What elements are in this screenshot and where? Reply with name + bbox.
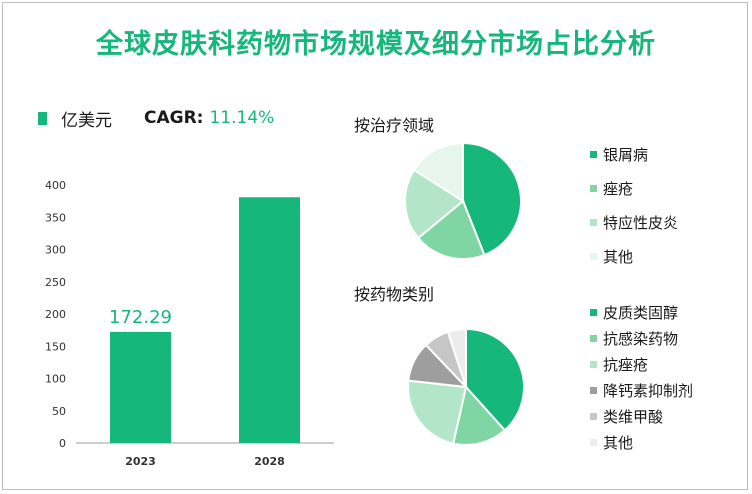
legend-label: 抗感染药物 <box>603 329 679 348</box>
legend-item: 其他 <box>590 429 693 455</box>
legend-swatch <box>590 184 597 192</box>
legend-swatch <box>590 334 597 342</box>
legend-swatch <box>590 218 597 226</box>
legend-label: 降钙素抑制剂 <box>603 381 694 400</box>
legend-swatch <box>590 412 597 420</box>
pie-slice <box>446 327 467 388</box>
bar-2028 <box>239 197 300 443</box>
cagr-label: CAGR: <box>144 108 204 128</box>
y-tick-label: 400 <box>45 179 66 192</box>
y-tick-label: 50 <box>52 405 66 418</box>
pie1-legend: 银屑病痤疮特应性皮炎其他 <box>590 137 678 273</box>
legend-item: 类维甲酸 <box>590 403 693 429</box>
legend-swatch <box>590 360 597 368</box>
legend-label: 银屑病 <box>603 145 649 164</box>
legend-swatch <box>590 438 597 446</box>
legend-unit-label: 亿美元 <box>61 110 112 131</box>
y-tick-label: 300 <box>45 244 66 257</box>
legend-item: 特应性皮炎 <box>590 205 678 239</box>
pie-slice <box>404 168 465 240</box>
legend-item: 抗痤疮 <box>590 351 693 377</box>
x-tick-label: 2023 <box>125 455 156 468</box>
legend-label: 其他 <box>603 433 634 452</box>
pie-slice <box>412 141 464 203</box>
y-tick-label: 200 <box>45 308 66 321</box>
pie-slice <box>416 199 486 260</box>
bar-2023 <box>110 331 171 443</box>
bar-legend: 亿美元 CAGR: 11.14% <box>38 106 275 131</box>
legend-item: 银屑病 <box>590 137 678 171</box>
x-tick-label: 2028 <box>254 455 285 468</box>
legend-label: 抗痤疮 <box>603 355 649 374</box>
pie1-title: 按治疗领域 <box>354 116 435 135</box>
legend-item: 抗感染药物 <box>590 325 693 351</box>
legend-swatch <box>590 150 597 158</box>
pie-slice <box>465 327 525 432</box>
legend-label: 其他 <box>603 247 634 266</box>
legend-swatch <box>590 308 597 316</box>
y-tick-label: 0 <box>59 437 66 450</box>
legend-swatch <box>590 252 597 260</box>
pie2-legend: 皮质类固醇抗感染药物抗痤疮降钙素抑制剂 类维甲酸其他 <box>590 299 693 455</box>
cagr-value: 11.14% <box>209 108 275 128</box>
chart-frame <box>2 2 748 490</box>
legend-item: 其他 <box>590 239 678 273</box>
pie-slice <box>462 141 522 257</box>
legend-label: 痤疮 <box>603 179 634 198</box>
legend-item: 皮质类固醇 <box>590 299 693 325</box>
y-tick-label: 150 <box>45 340 66 353</box>
legend-swatch <box>590 386 597 394</box>
legend-item: 降钙素抑制剂 <box>590 377 693 403</box>
pie2-title: 按药物类别 <box>354 285 435 304</box>
legend-label: 皮质类固醇 <box>603 303 679 322</box>
bar-data-label: 172.29 <box>109 307 172 328</box>
pie-slice <box>452 384 507 446</box>
legend-label: 类维甲酸 <box>603 407 664 426</box>
y-tick-label: 250 <box>45 276 66 289</box>
legend-item: 痤疮 <box>590 171 678 205</box>
page-title: 全球皮肤科药物市场规模及细分市场占比分析 <box>96 29 656 60</box>
legend-label: 特应性皮炎 <box>603 213 679 232</box>
pie-slice <box>407 379 468 445</box>
y-tick-label: 100 <box>45 373 66 386</box>
legend-swatch <box>38 111 47 125</box>
y-tick-label: 350 <box>45 211 66 224</box>
